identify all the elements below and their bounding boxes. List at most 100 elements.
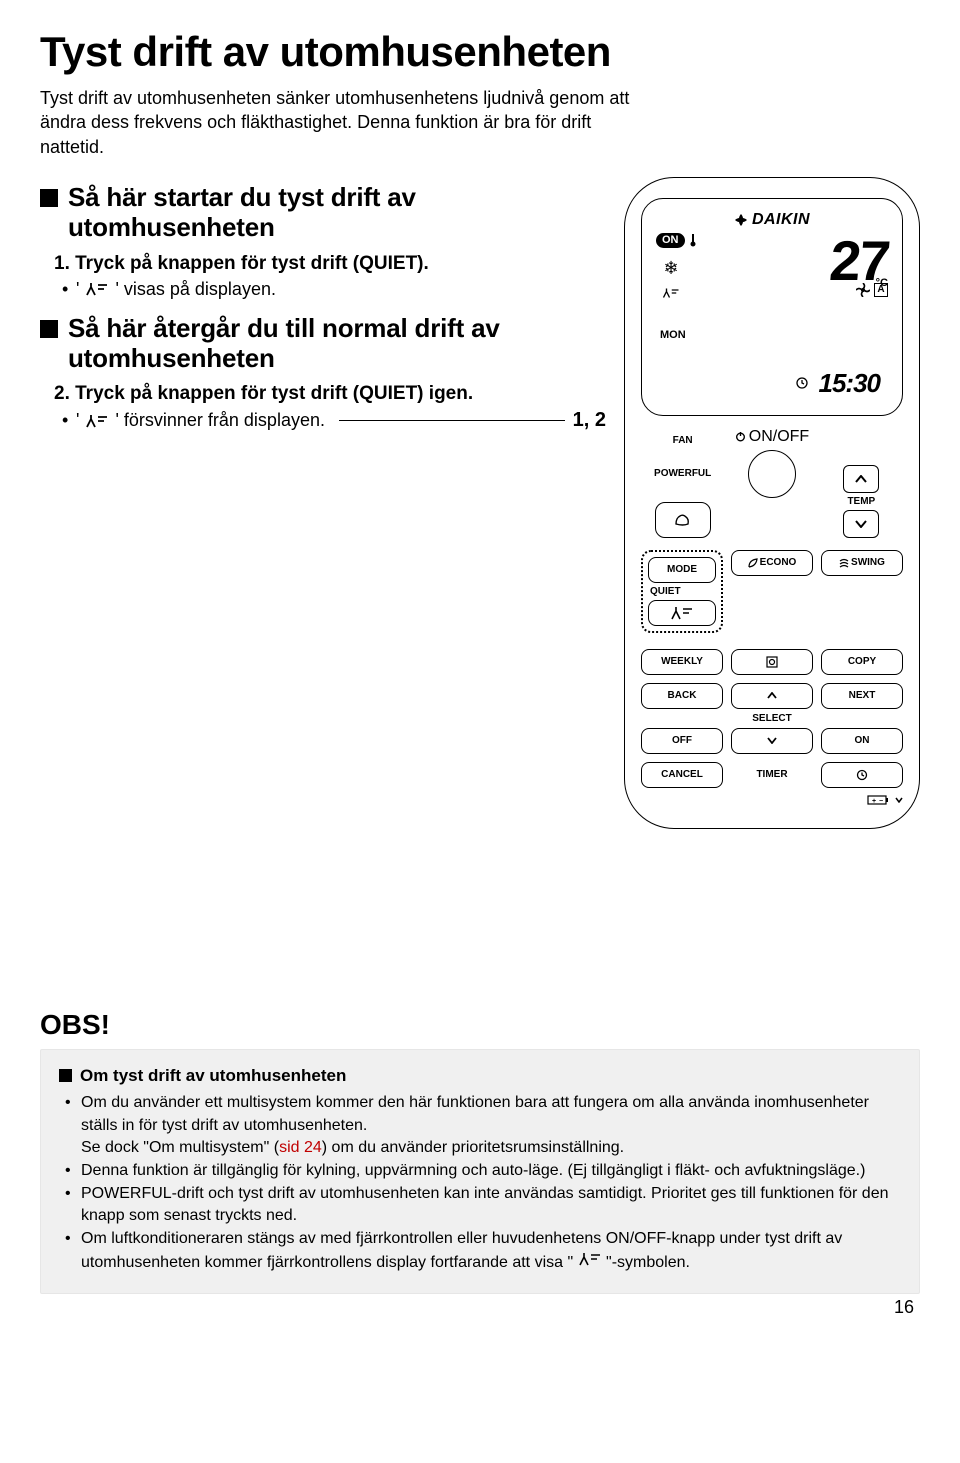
bullet-post: ' försvinner från displayen. <box>115 410 325 431</box>
quiet-icon <box>670 605 694 621</box>
daikin-logo-icon <box>734 213 748 227</box>
econo-text: ECONO <box>760 557 797 568</box>
bullet-pre: ' <box>76 410 79 431</box>
obs-item: Om du använder ett multisystem kommer de… <box>77 1092 901 1137</box>
obs-text: Se dock "Om multisystem" ( <box>81 1139 279 1156</box>
chevron-down-icon <box>767 737 777 744</box>
econo-button[interactable]: ECONO <box>731 550 813 576</box>
temperature-unit: °C <box>876 277 888 289</box>
brand-label: DAIKIN <box>656 211 888 229</box>
onoff-button-label: ON/OFF <box>735 428 809 446</box>
temp-up-button[interactable] <box>843 465 879 493</box>
bullet-square-icon <box>40 320 58 338</box>
remote-column: DAIKIN ON ❄ <box>624 177 920 829</box>
mode-quiet-group: MODE QUIET <box>641 550 723 633</box>
battery-icon: + − <box>867 794 891 806</box>
copy-button[interactable]: COPY <box>821 649 903 675</box>
select-down-button[interactable] <box>731 728 813 754</box>
battery-indicator: + − <box>641 794 903 806</box>
intro-paragraph: Tyst drift av utomhusenheten sänker utom… <box>40 86 630 159</box>
leader-label: 1, 2 <box>573 409 606 432</box>
page-number: 16 <box>894 1297 914 1318</box>
obs-note-box: Om tyst drift av utomhusenheten Om du an… <box>40 1049 920 1294</box>
obs-subheading-text: Om tyst drift av utomhusenheten <box>80 1066 346 1086</box>
svg-text:−: − <box>879 798 883 805</box>
quiet-icon <box>85 413 109 429</box>
swing-icon <box>839 558 849 568</box>
snowflake-icon: ❄ <box>663 258 678 279</box>
select-label: SELECT <box>641 713 903 724</box>
step-1: 1. Tryck på knappen för tyst drift (QUIE… <box>54 253 606 275</box>
section-stop-heading: Så här återgår du till normal drift av u… <box>40 314 606 374</box>
svg-text:+: + <box>872 798 876 805</box>
quiet-button[interactable] <box>648 600 716 626</box>
brand-text: DAIKIN <box>752 211 810 229</box>
timer-label: TIMER <box>731 762 813 788</box>
obs-item: Om luftkonditioneraren stängs av med fjä… <box>77 1228 901 1274</box>
bullet-pre: ' <box>76 279 79 300</box>
on-button[interactable]: ON <box>821 728 903 754</box>
chevron-up-icon <box>855 475 867 483</box>
obs-text: ) om du använder prioritetsrumsinställni… <box>322 1139 624 1156</box>
fan-button-label: FAN <box>673 435 693 446</box>
page-title: Tyst drift av utomhusenheten <box>40 28 920 76</box>
temp-label: TEMP <box>847 496 875 507</box>
obs-list: Om du använder ett multisystem kommer de… <box>59 1092 901 1275</box>
chevron-down-icon <box>895 797 903 803</box>
back-button[interactable]: BACK <box>641 683 723 709</box>
bullet-square-icon <box>59 1069 72 1082</box>
obs-subheading: Om tyst drift av utomhusenheten <box>59 1066 901 1086</box>
program-button[interactable] <box>731 649 813 675</box>
obs-text: "-symbolen. <box>606 1254 690 1271</box>
bullet-square-icon <box>40 189 58 207</box>
quiet-button-label: QUIET <box>648 586 716 597</box>
swing-text: SWING <box>851 557 885 568</box>
select-up-button[interactable] <box>731 683 813 709</box>
temp-down-button[interactable] <box>843 510 879 538</box>
lcd-display: DAIKIN ON ❄ <box>641 198 903 416</box>
leader-line <box>339 420 565 421</box>
step-2: 2. Tryck på knappen för tyst drift (QUIE… <box>54 383 606 405</box>
off-button[interactable]: OFF <box>641 728 723 754</box>
obs-item: POWERFUL-drift och tyst drift av utomhus… <box>77 1183 901 1228</box>
step-1-bullet: ' ' visas på displayen. <box>76 279 606 300</box>
leaf-icon <box>748 558 758 568</box>
obs-text: Om luftkonditioneraren stängs av med fjä… <box>81 1230 842 1271</box>
powerful-button-label: POWERFUL <box>654 468 711 479</box>
clock-display: 15:30 <box>819 368 881 399</box>
next-button[interactable]: NEXT <box>821 683 903 709</box>
bullet-post: ' visas på displayen. <box>115 279 276 300</box>
power-icon <box>735 431 746 442</box>
muscle-icon <box>673 512 693 528</box>
obs-item-sub: Se dock "Om multisystem" (sid 24) om du … <box>77 1137 901 1160</box>
weekly-button[interactable]: WEEKLY <box>641 649 723 675</box>
chevron-down-icon <box>855 520 867 528</box>
stop-heading-text: Så här återgår du till normal drift av u… <box>68 314 606 374</box>
clock-icon <box>856 769 868 781</box>
weekday-label: MON <box>660 329 686 341</box>
program-icon <box>766 656 778 668</box>
instructions-column: Så här startar du tyst drift av utomhuse… <box>40 177 606 829</box>
quiet-icon <box>659 285 683 301</box>
quiet-icon <box>578 1251 602 1267</box>
quiet-icon <box>85 281 109 297</box>
obs-item: Denna funktion är tillgänglig för kylnin… <box>77 1160 901 1183</box>
on-indicator: ON <box>656 233 685 248</box>
start-heading-text: Så här startar du tyst drift av utomhuse… <box>68 183 606 243</box>
onoff-button[interactable] <box>748 450 796 498</box>
page-reference-link[interactable]: sid 24 <box>279 1139 322 1156</box>
mode-button[interactable]: MODE <box>648 557 716 583</box>
cancel-button[interactable]: CANCEL <box>641 762 723 788</box>
clock-button[interactable] <box>821 762 903 788</box>
onoff-text: ON/OFF <box>749 428 809 446</box>
swing-button[interactable]: SWING <box>821 550 903 576</box>
chevron-up-icon <box>767 692 777 699</box>
obs-title: OBS! <box>40 1009 920 1041</box>
remote-control: DAIKIN ON ❄ <box>624 177 920 829</box>
step-2-bullet: ' ' försvinner från displayen. <box>76 410 325 431</box>
section-start-heading: Så här startar du tyst drift av utomhuse… <box>40 183 606 243</box>
powerful-button[interactable] <box>655 502 711 538</box>
thermometer-icon <box>689 233 697 247</box>
step-2-leader-row: ' ' försvinner från displayen. 1, 2 <box>76 409 606 432</box>
clock-icon <box>796 377 808 389</box>
